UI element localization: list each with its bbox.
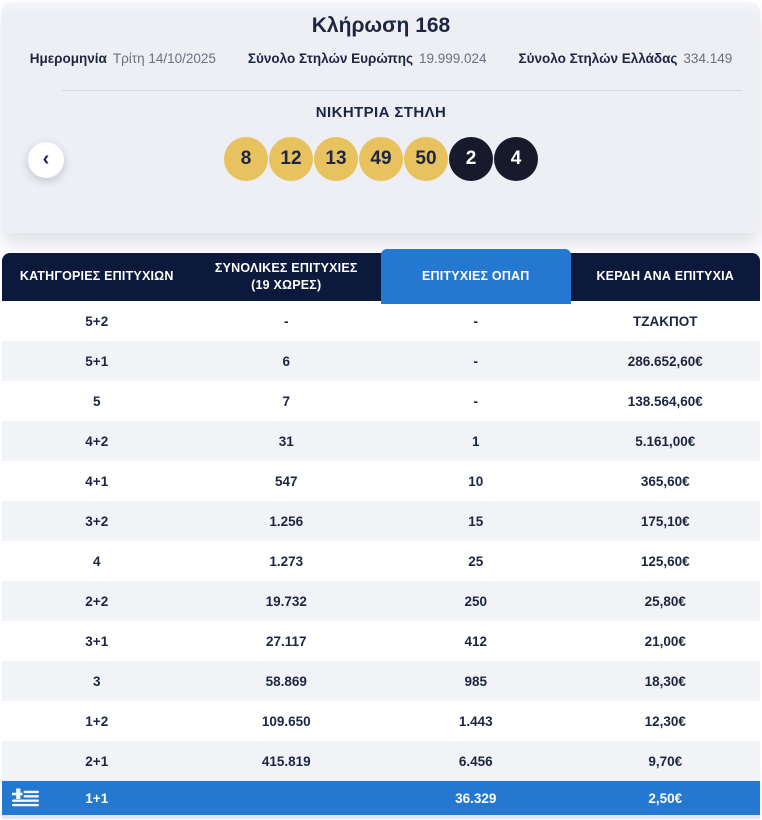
header-prize-per-win: ΚΕΡΔΗ ΑΝΑ ΕΠΙΤΥΧΙΑ: [596, 269, 735, 284]
cell-opap-wins: 985: [464, 673, 488, 689]
cell-opap-wins: 10: [468, 473, 484, 489]
cell-opap-wins: 25: [468, 553, 484, 569]
europe-columns-label: Σύνολο Στηλών Ευρώπης: [247, 51, 413, 66]
cell-category: 3: [92, 673, 101, 689]
header-total-wins: ΣΥΝΟΛΙΚΕΣ ΕΠΙΤΥΧΙΕΣ (19 ΧΩΡΕΣ): [214, 260, 358, 293]
winning-number-ball: 50: [404, 137, 448, 181]
europe-columns-value: 19.999.024: [418, 51, 487, 66]
greece-columns-label: Σύνολο Στηλών Ελλάδας: [518, 51, 678, 66]
cell-total-wins: 6: [282, 353, 290, 369]
cell-prize: 12,30€: [644, 713, 686, 729]
winning-number-ball: 49: [359, 137, 403, 181]
cell-opap-wins: -: [473, 393, 479, 409]
cell-prize: 138.564,60€: [627, 393, 703, 409]
cell-total-wins: 27.117: [265, 633, 307, 649]
table-row: 4+2 31 1 5.161,00€: [2, 421, 760, 461]
table-row: 3+2 1.256 15 175,10€: [2, 501, 760, 541]
greece-flag-icon: [12, 788, 39, 807]
draw-title: Κλήρωση 168: [311, 14, 451, 37]
table-row: 1+1 36.329 2,50€: [2, 781, 760, 815]
table-body: 5+2 - - ΤΖΑΚΠΟΤ 5+1 6 - 286.652,60€ 5 7 - 138.564,6…: [2, 301, 760, 815]
cell-prize: 21,00€: [644, 633, 686, 649]
cell-opap-wins: 250: [464, 593, 488, 609]
cell-category: 2+1: [85, 753, 109, 769]
cell-total-wins: 1.256: [269, 513, 304, 529]
results-table: ΚΑΤΗΓΟΡΙΕΣ ΕΠΙΤΥΧΙΩΝ ΣΥΝΟΛΙΚΕΣ ΕΠΙΤΥΧΙΕΣ…: [2, 249, 760, 819]
cell-total-wins: 58.869: [265, 673, 307, 689]
previous-draw-button[interactable]: ‹: [28, 142, 64, 178]
cell-opap-wins: 6.456: [458, 753, 493, 769]
cell-category: 4+2: [85, 433, 109, 449]
table-row: 2+1 415.819 6.456 9,70€: [2, 741, 760, 781]
draw-date: Ημερομηνία Τρίτη 14/10/2025: [30, 51, 216, 66]
bonus-number-ball: 2: [449, 137, 493, 181]
cell-total-wins: 19.732: [265, 593, 307, 609]
cell-prize: 9,70€: [648, 753, 683, 769]
greece-columns-total: Σύνολο Στηλών Ελλάδας 334.149: [519, 51, 733, 66]
cell-total-wins: 109.650: [261, 713, 311, 729]
table-row: 4+1 547 10 365,60€: [2, 461, 760, 501]
cell-category: 4+1: [85, 473, 109, 489]
cell-prize: 5.161,00€: [635, 433, 696, 449]
cell-total-wins: 7: [282, 393, 290, 409]
cell-prize: ΤΖΑΚΠΟΤ: [633, 313, 698, 329]
cell-prize: 18,30€: [644, 673, 686, 689]
cell-category: 3+1: [85, 633, 109, 649]
cell-opap-wins: -: [473, 353, 479, 369]
header-opap-wins-tab: ΕΠΙΤΥΧΙΕΣ ΟΠΑΠ: [381, 249, 571, 304]
winning-numbers: 8 12 13 49 50 2 4: [2, 137, 760, 181]
cell-total-wins: -: [284, 313, 289, 329]
table-row: 2+2 19.732 250 25,80€: [2, 581, 760, 621]
greece-columns-value: 334.149: [683, 51, 733, 66]
europe-columns-total: Σύνολο Στηλών Ευρώπης 19.999.024: [248, 51, 487, 66]
cell-total-wins: [192, 781, 382, 815]
cell-total-wins: 31: [278, 433, 294, 449]
divider: [62, 90, 742, 91]
cell-opap-wins: 1.443: [458, 713, 493, 729]
cell-prize: 125,60€: [640, 553, 690, 569]
cell-category: 1+2: [85, 713, 109, 729]
winning-number-ball: 13: [314, 137, 358, 181]
cell-prize: 286.652,60€: [627, 353, 703, 369]
cell-opap-wins: 1: [471, 433, 480, 449]
winning-number-ball: 8: [224, 137, 268, 181]
table-row: 4 1.273 25 125,60€: [2, 541, 760, 581]
table-row: 3+1 27.117 412 21,00€: [2, 621, 760, 661]
cell-category: 5: [92, 393, 101, 409]
cell-category: 5+2: [85, 313, 109, 329]
cell-category: 3+2: [85, 513, 109, 529]
draw-summary-card: Κλήρωση 168 Ημερομηνία Τρίτη 14/10/2025 Σ…: [2, 2, 760, 233]
cell-opap-wins: 36.329: [455, 790, 497, 806]
table-row: 1+2 109.650 1.443 12,30€: [2, 701, 760, 741]
cell-prize: 365,60€: [640, 473, 690, 489]
cell-opap-wins: 412: [464, 633, 488, 649]
winning-number-ball: 12: [269, 137, 313, 181]
draw-meta-row: Ημερομηνία Τρίτη 14/10/2025 Σύνολο Στηλών…: [2, 51, 760, 66]
cell-category: 2+2: [85, 593, 109, 609]
bottom-strip: [2, 815, 760, 819]
cell-category: 1+1: [85, 790, 109, 806]
bonus-number-ball: 4: [494, 137, 538, 181]
table-row: 5 7 - 138.564,60€: [2, 381, 760, 421]
draw-date-label: Ημερομηνία: [29, 51, 107, 66]
greece-flag-icon: [12, 788, 39, 808]
cell-prize: 2,50€: [648, 790, 683, 806]
cell-total-wins: 547: [274, 473, 298, 489]
cell-opap-wins: -: [473, 313, 479, 329]
cell-prize: 175,10€: [640, 513, 690, 529]
header-categories: ΚΑΤΗΓΟΡΙΕΣ ΕΠΙΤΥΧΙΩΝ: [19, 269, 174, 284]
table-header-row: ΚΑΤΗΓΟΡΙΕΣ ΕΠΙΤΥΧΙΩΝ ΣΥΝΟΛΙΚΕΣ ΕΠΙΤΥΧΙΕΣ…: [2, 249, 760, 304]
cell-category: 4: [92, 553, 101, 569]
table-row: 3 58.869 985 18,30€: [2, 661, 760, 701]
draw-date-value: Τρίτη 14/10/2025: [112, 51, 216, 66]
table-row: 5+1 6 - 286.652,60€: [2, 341, 760, 381]
cell-total-wins: 1.273: [269, 553, 304, 569]
chevron-left-icon: ‹: [42, 147, 50, 170]
table-row: 5+2 - - ΤΖΑΚΠΟΤ: [2, 301, 760, 341]
winning-column-title: ΝΙΚΗΤΡΙΑ ΣΤΗΛΗ: [315, 104, 447, 121]
cell-prize: 25,80€: [644, 593, 686, 609]
cell-opap-wins: 15: [468, 513, 484, 529]
cell-category: 5+1: [85, 353, 109, 369]
cell-total-wins: 415.819: [261, 753, 311, 769]
